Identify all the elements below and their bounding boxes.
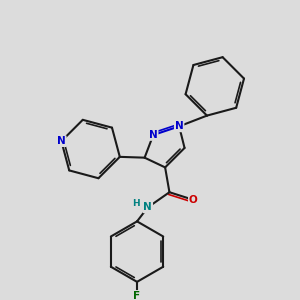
Text: F: F	[134, 291, 141, 300]
Text: N: N	[57, 136, 66, 146]
Text: N: N	[149, 130, 158, 140]
Text: H: H	[132, 199, 140, 208]
Text: N: N	[143, 202, 152, 212]
Text: N: N	[175, 122, 184, 131]
Text: O: O	[189, 195, 198, 205]
